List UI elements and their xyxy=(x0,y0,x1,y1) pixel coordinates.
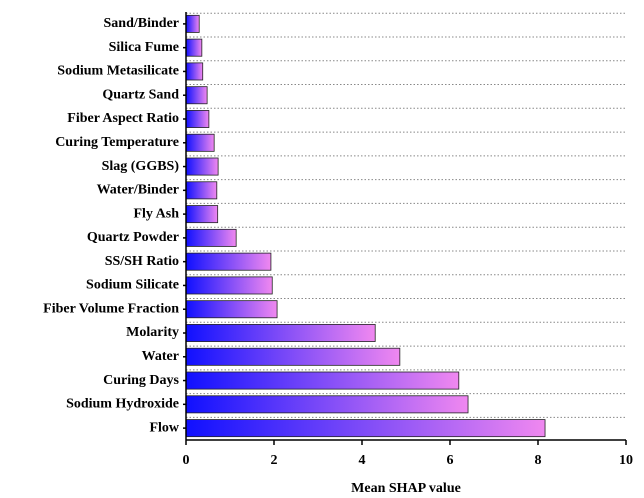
y-tick-label: Fiber Volume Fraction xyxy=(43,301,179,316)
x-tick-label: 8 xyxy=(535,453,542,468)
y-tick-label: SS/SH Ratio xyxy=(105,254,179,269)
y-tick-label: Silica Fume xyxy=(109,40,179,55)
bar xyxy=(185,14,200,33)
bar xyxy=(185,205,219,224)
x-tick-label: 10 xyxy=(619,453,633,468)
bar xyxy=(185,300,278,319)
bar xyxy=(185,371,460,390)
bar xyxy=(185,181,218,200)
y-tick-label: Fly Ash xyxy=(133,206,179,221)
bar xyxy=(185,157,219,176)
y-tick-label: Curing Days xyxy=(103,373,179,388)
y-tick-label: Sodium Hydroxide xyxy=(66,397,179,412)
x-tick-label: 4 xyxy=(359,453,366,468)
y-tick-label: Quartz Powder xyxy=(87,230,179,245)
bar xyxy=(185,347,401,366)
bar xyxy=(185,419,546,438)
y-tick-label: Molarity xyxy=(126,325,179,340)
y-tick-label: Quartz Sand xyxy=(102,87,179,102)
y-tick-label: Sodium Silicate xyxy=(86,278,179,293)
bar xyxy=(185,395,469,414)
bar xyxy=(185,324,376,342)
bar xyxy=(185,86,208,105)
bar xyxy=(185,252,272,271)
y-tick-label: Water xyxy=(142,349,179,364)
bar xyxy=(185,110,210,128)
bar xyxy=(185,276,273,295)
y-tick-label: Flow xyxy=(149,420,179,435)
bar xyxy=(185,38,203,57)
bar xyxy=(185,133,215,152)
y-tick-label: Slag (GGBS) xyxy=(102,159,180,174)
y-tick-label: Sand/Binder xyxy=(104,16,179,31)
y-tick-label: Fiber Aspect Ratio xyxy=(67,111,179,126)
x-tick-label: 0 xyxy=(183,453,190,468)
x-tick-label: 2 xyxy=(271,453,278,468)
y-tick-label: Curing Temperature xyxy=(55,135,179,150)
x-axis-label: Mean SHAP value xyxy=(351,481,461,496)
bar xyxy=(185,228,237,247)
x-tick-label: 6 xyxy=(447,453,454,468)
y-tick-label: Water/Binder xyxy=(97,183,179,198)
bar xyxy=(185,62,204,81)
y-tick-label: Sodium Metasilicate xyxy=(57,64,179,79)
